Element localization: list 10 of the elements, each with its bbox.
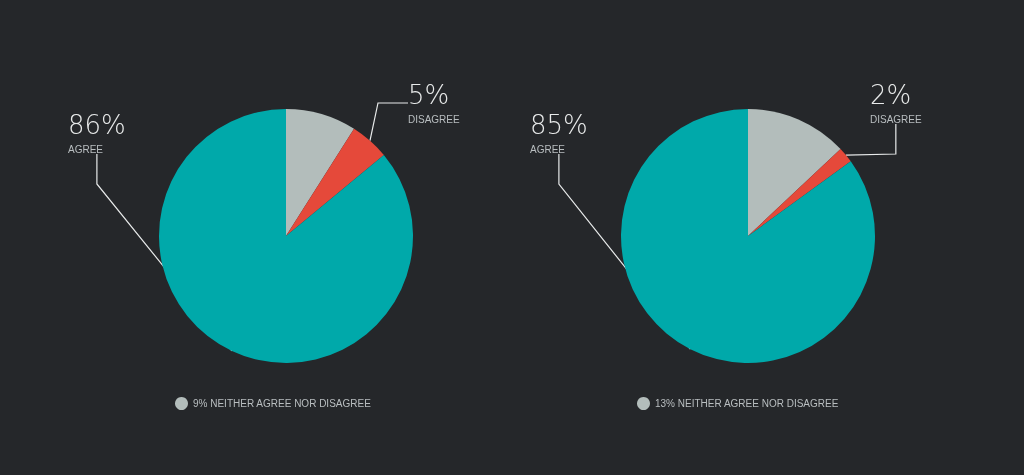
data-label: 85%	[530, 110, 588, 140]
slice-label: DISAGREE	[870, 113, 923, 125]
data-label: 5%	[408, 80, 450, 110]
legend-label: 9% NEITHER AGREE NOR DISAGREE	[193, 398, 372, 409]
legend-label: 13% NEITHER AGREE NOR DISAGREE	[655, 398, 839, 409]
data-label: 2%	[870, 80, 912, 110]
data-label: 86%	[68, 110, 126, 140]
slice-label: AGREE	[68, 143, 104, 155]
slice-label: AGREE	[530, 143, 566, 155]
slice-label: DISAGREE	[408, 113, 461, 125]
